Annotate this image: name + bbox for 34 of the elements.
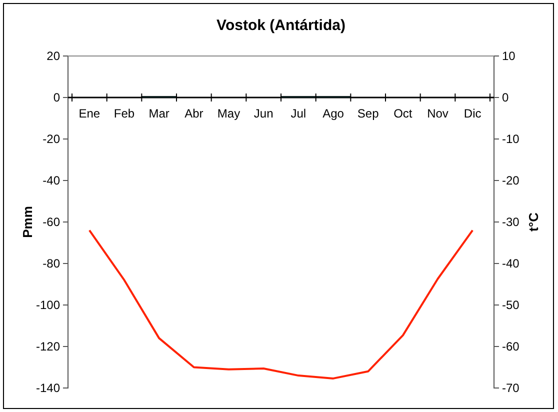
y2-tick-label: -20: [502, 173, 520, 188]
x-tick-label: Nov: [427, 106, 448, 120]
y2-tick-label: -40: [502, 256, 520, 270]
y-tick-label: -80: [42, 256, 60, 270]
x-tick-label: Mar: [148, 106, 170, 120]
x-tick-label: Jun: [254, 106, 274, 120]
x-tick-label: Jul: [290, 106, 306, 120]
x-tick-label: May: [217, 106, 240, 120]
y-tick-label: -100: [36, 298, 60, 312]
y2-tick-label: 10: [502, 48, 516, 63]
y2-tick-label: -70: [502, 380, 520, 395]
x-tick-label: Sep: [357, 106, 380, 120]
y-tick-label: -120: [36, 339, 60, 354]
y2-axis-title: t°C: [526, 212, 541, 232]
y-tick-label: -140: [36, 380, 60, 395]
x-tick-label: Ago: [322, 106, 344, 120]
y-tick-label: -60: [42, 214, 60, 229]
y-tick-label: 0: [53, 90, 60, 104]
y-axis-title: Pmm: [20, 206, 35, 238]
x-tick-label: Feb: [114, 106, 135, 120]
y2-tick-label: -60: [502, 339, 520, 354]
x-tick-label: Abr: [184, 106, 204, 120]
y2-tick-label: -50: [502, 298, 520, 312]
y2-tick-label: 0: [502, 90, 509, 104]
y-tick-label: -20: [42, 132, 60, 146]
x-tick-label: Ene: [78, 106, 100, 120]
x-tick-label: Dic: [464, 106, 482, 120]
y-tick-label: -40: [42, 173, 60, 188]
y2-tick-label: -10: [502, 132, 520, 146]
y-tick-label: 20: [46, 48, 60, 63]
x-tick-label: Oct: [394, 106, 413, 120]
line-series: [88, 229, 474, 380]
chart-title: Vostok (Antártida): [216, 17, 346, 34]
y2-tick-label: -30: [502, 214, 520, 229]
